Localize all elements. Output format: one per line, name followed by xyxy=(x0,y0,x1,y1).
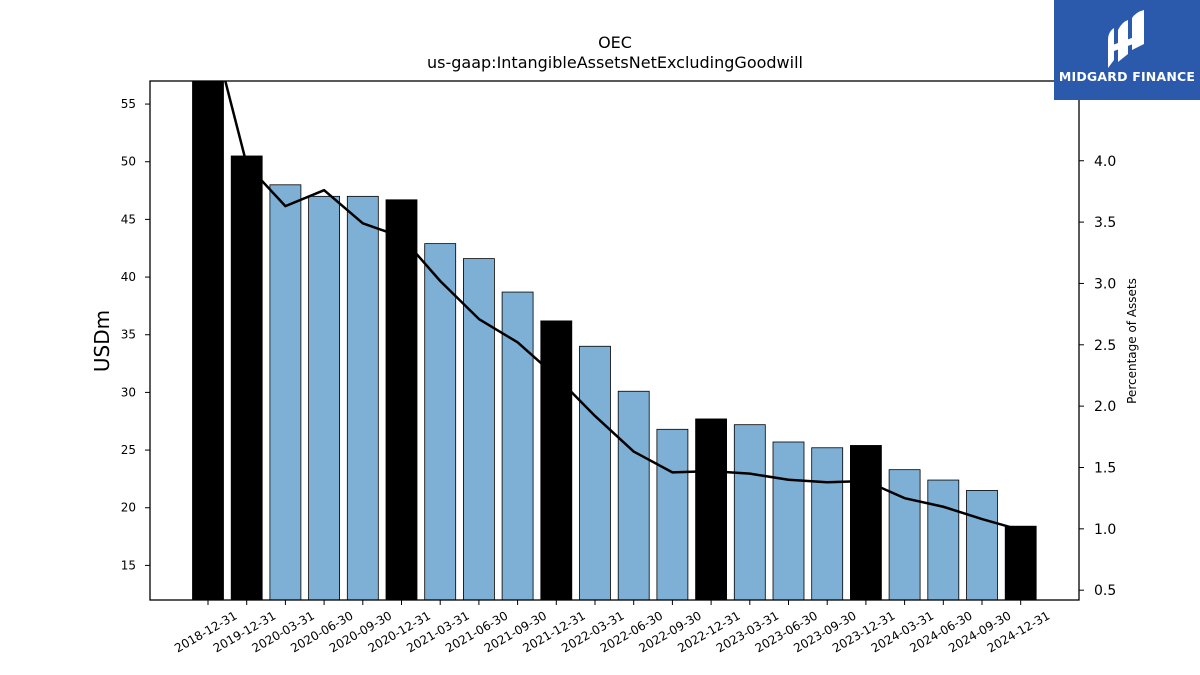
y-tick-label-left: 35 xyxy=(121,328,136,342)
y-tick-label-left: 55 xyxy=(121,97,136,111)
y-tick-label-left: 40 xyxy=(121,270,136,284)
percentage-line-group xyxy=(224,81,1022,532)
bars-group xyxy=(192,81,1037,600)
bar-2022-03-31 xyxy=(579,345,611,600)
midgard-finance-logo: MIDGARD FINANCE xyxy=(1054,0,1200,100)
bar-2023-12-31 xyxy=(850,445,882,600)
y-tick-label-left: 15 xyxy=(121,558,136,572)
y-tick-label-left: 30 xyxy=(121,385,136,399)
bar-2021-09-30 xyxy=(501,291,534,600)
y-tick-label-right: 3.5 xyxy=(1094,215,1116,231)
bar-2024-09-30 xyxy=(966,490,998,600)
bar-2023-03-31 xyxy=(733,424,766,600)
bar-2021-06-30 xyxy=(462,258,495,600)
bar-2020-12-31 xyxy=(385,199,418,600)
y-tick-label-left: 45 xyxy=(121,212,136,226)
y-tick-label-right: 2.5 xyxy=(1094,338,1116,354)
bar-2022-06-30 xyxy=(617,390,650,600)
y-tick-label-left: 50 xyxy=(121,155,136,169)
bar-2020-03-31 xyxy=(269,184,302,600)
y-axis-label-right: Percentage of Assets xyxy=(1125,278,1139,404)
y-tick-label-right: 1.5 xyxy=(1094,460,1116,476)
bar-2019-12-31 xyxy=(230,155,263,600)
bar-2024-03-31 xyxy=(888,469,921,600)
bar-2024-12-31 xyxy=(1004,525,1037,600)
logo-mark-icon xyxy=(1108,10,1144,68)
bar-2023-09-30 xyxy=(811,447,844,600)
bar-2024-06-30 xyxy=(927,479,960,600)
y-tick-label-right: 3.0 xyxy=(1094,276,1116,292)
chart-subtitle: us-gaap:IntangibleAssetsNetExcludingGood… xyxy=(427,53,803,72)
y-tick-label-right: 0.5 xyxy=(1094,583,1116,599)
y-tick-label-right: 1.0 xyxy=(1094,522,1116,538)
bar-2022-09-30 xyxy=(656,428,689,600)
percentage-of-assets-line xyxy=(224,81,1022,532)
y-tick-label-right: 4.0 xyxy=(1094,154,1116,170)
y-tick-label-right: 2.0 xyxy=(1094,399,1116,415)
logo-text: MIDGARD FINANCE xyxy=(1058,69,1196,84)
bar-2022-12-31 xyxy=(695,418,727,600)
y-axis-label-left: USDm xyxy=(90,310,114,372)
bar-2021-03-31 xyxy=(424,243,457,600)
chart-title: OEC xyxy=(598,33,632,52)
plot-frame xyxy=(149,80,1080,601)
y-tick-label-left: 20 xyxy=(121,501,136,515)
bar-2020-06-30 xyxy=(308,195,341,600)
bar-2023-06-30 xyxy=(772,441,805,600)
bar-2018-12-31 xyxy=(192,81,224,600)
bar-2021-12-31 xyxy=(540,320,573,600)
y-tick-label-left: 25 xyxy=(121,443,136,457)
bar-2020-09-30 xyxy=(346,195,379,600)
